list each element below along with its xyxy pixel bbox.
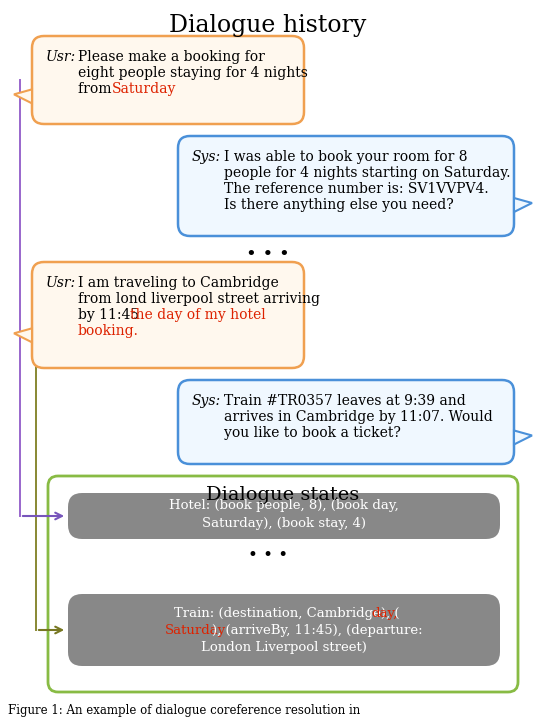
Text: Figure 1: An example of dialogue coreference resolution in: Figure 1: An example of dialogue corefer…: [8, 704, 360, 717]
Text: day,: day,: [371, 607, 397, 620]
FancyBboxPatch shape: [32, 262, 304, 368]
FancyBboxPatch shape: [68, 493, 500, 539]
Text: • • •: • • •: [248, 546, 288, 564]
Text: • • •: • • •: [246, 245, 290, 263]
FancyBboxPatch shape: [32, 36, 304, 124]
Text: I am traveling to Cambridge: I am traveling to Cambridge: [78, 276, 279, 290]
Text: Sys:: Sys:: [192, 394, 221, 408]
Text: London Liverpool street): London Liverpool street): [201, 641, 367, 654]
Text: Usr:: Usr:: [46, 276, 76, 290]
FancyBboxPatch shape: [178, 136, 514, 236]
FancyBboxPatch shape: [178, 380, 514, 464]
Polygon shape: [14, 328, 32, 342]
Text: the day of my hotel: the day of my hotel: [130, 308, 266, 322]
Text: Is there anything else you need?: Is there anything else you need?: [224, 198, 454, 212]
Text: from lond liverpool street arriving: from lond liverpool street arriving: [78, 292, 320, 306]
Text: The reference number is: SV1VVPV4.: The reference number is: SV1VVPV4.: [224, 182, 489, 196]
Text: ), (arriveBy, 11:45), (departure:: ), (arriveBy, 11:45), (departure:: [212, 624, 422, 637]
Text: Please make a booking for: Please make a booking for: [78, 50, 265, 64]
Text: Dialogue states: Dialogue states: [206, 486, 360, 504]
Text: from: from: [78, 82, 116, 96]
Polygon shape: [514, 431, 532, 445]
Polygon shape: [514, 198, 532, 212]
Text: Saturday: Saturday: [165, 624, 226, 637]
Text: by 11:45: by 11:45: [78, 308, 144, 322]
Text: Hotel: (book people, 8), (book day,
Saturday), (book stay, 4): Hotel: (book people, 8), (book day, Satu…: [169, 500, 399, 531]
Text: Sys:: Sys:: [192, 150, 221, 164]
Text: Saturday: Saturday: [112, 82, 176, 96]
Text: Dialogue history: Dialogue history: [169, 14, 367, 37]
Text: you like to book a ticket?: you like to book a ticket?: [224, 426, 401, 440]
Text: Train #TR0357 leaves at 9:39 and: Train #TR0357 leaves at 9:39 and: [224, 394, 466, 408]
Polygon shape: [14, 89, 32, 104]
Text: Usr:: Usr:: [46, 50, 76, 64]
Text: I was able to book your room for 8: I was able to book your room for 8: [224, 150, 467, 164]
Text: eight people staying for 4 nights: eight people staying for 4 nights: [78, 66, 308, 80]
Text: people for 4 nights starting on Saturday.: people for 4 nights starting on Saturday…: [224, 166, 510, 180]
Text: booking.: booking.: [78, 324, 139, 338]
FancyBboxPatch shape: [68, 594, 500, 666]
Text: Train: (destination, Cambridge), (: Train: (destination, Cambridge), (: [174, 607, 399, 620]
Text: arrives in Cambridge by 11:07. Would: arrives in Cambridge by 11:07. Would: [224, 410, 493, 424]
FancyBboxPatch shape: [48, 476, 518, 692]
